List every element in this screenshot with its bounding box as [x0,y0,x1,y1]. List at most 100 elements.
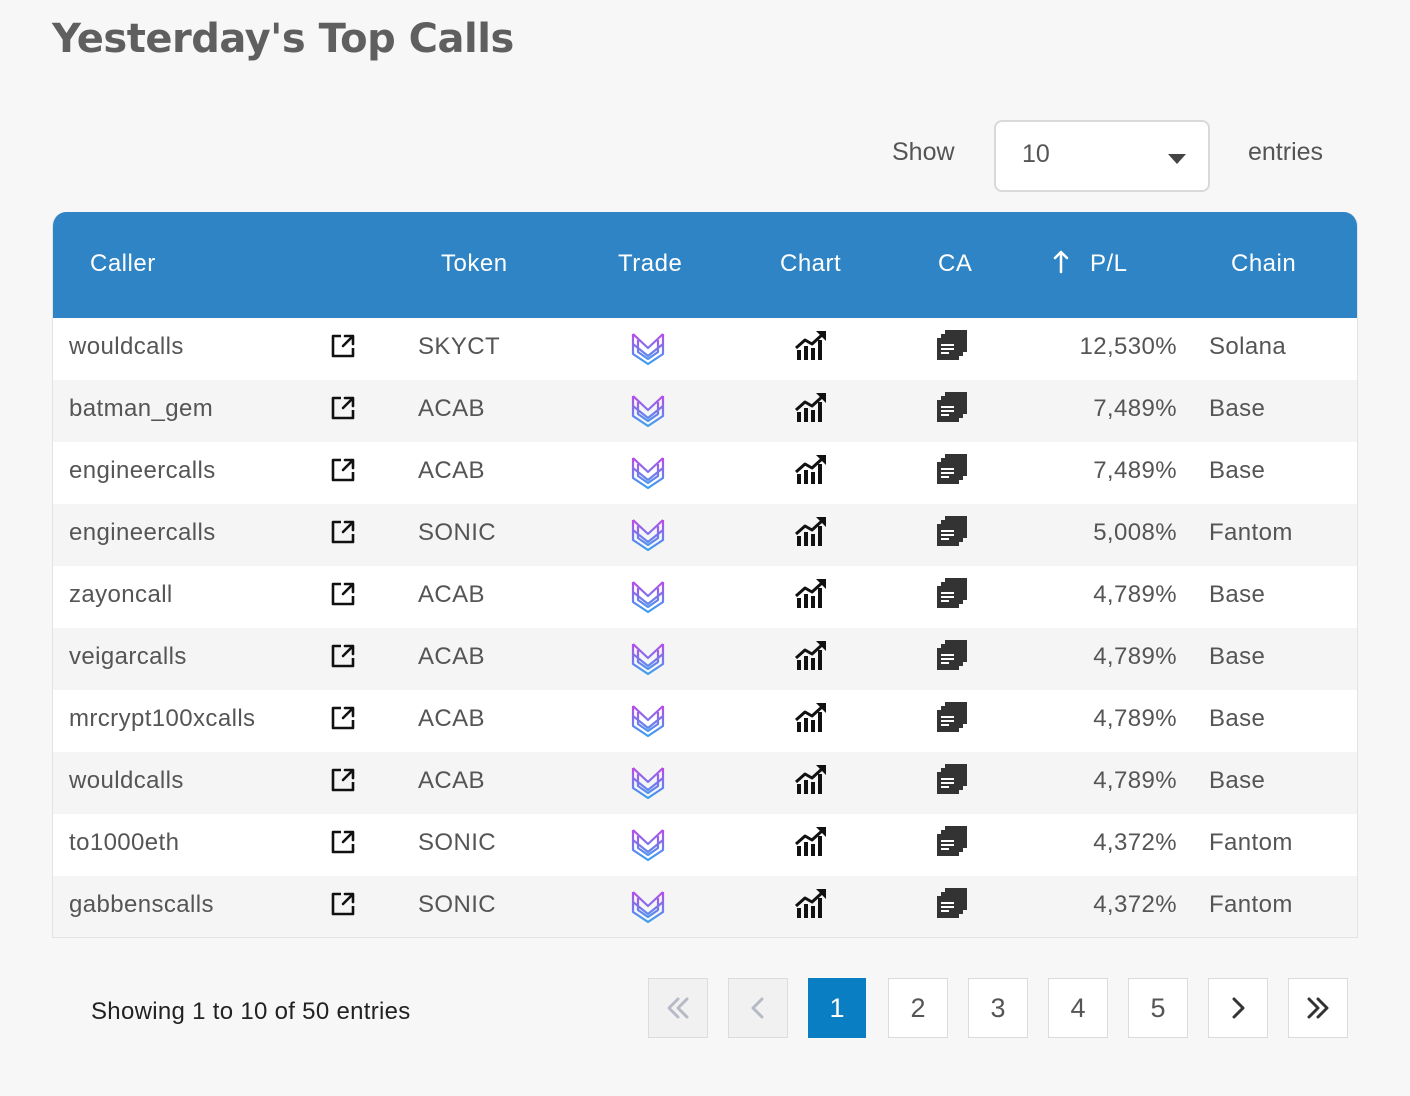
external-link-icon[interactable] [329,642,357,670]
profit-loss-value: 4,789% [1093,581,1177,608]
external-link-icon[interactable] [329,456,357,484]
page-button-5[interactable]: 5 [1128,978,1188,1038]
column-header-chart[interactable]: Chart [780,250,842,277]
page-button-3[interactable]: 3 [968,978,1028,1038]
copy-contract-address-icon[interactable] [935,824,969,858]
table-row: wouldcalls SKYCT 12,530% Solana [53,318,1357,380]
table-row: to1000eth SONIC 4,372% Fantom [53,814,1357,876]
column-header-trade[interactable]: Trade [618,250,683,277]
external-link-icon[interactable] [329,394,357,422]
trade-icon[interactable] [629,390,667,428]
chain-name: Base [1209,581,1266,608]
trade-icon[interactable] [629,328,667,366]
column-header-pl[interactable]: P/L [1090,250,1128,277]
profit-loss-value: 7,489% [1093,457,1177,484]
first-page-button[interactable] [648,978,708,1038]
double-chevron-right-icon [1307,997,1329,1019]
chart-icon[interactable] [794,328,828,362]
profit-loss-value: 7,489% [1093,395,1177,422]
copy-contract-address-icon[interactable] [935,328,969,362]
page-button-2[interactable]: 2 [888,978,948,1038]
column-header-token[interactable]: Token [441,250,508,277]
column-header-chain[interactable]: Chain [1231,250,1297,277]
table-row: wouldcalls ACAB 4,789% Base [53,752,1357,814]
chain-name: Base [1209,457,1266,484]
sort-ascending-arrow-icon[interactable] [1053,248,1069,276]
page-title: Yesterday's Top Calls [52,16,514,62]
chart-icon[interactable] [794,638,828,672]
caller-name: engineercalls [69,519,216,546]
external-link-icon[interactable] [329,828,357,856]
chart-icon[interactable] [794,824,828,858]
chart-icon[interactable] [794,700,828,734]
profit-loss-value: 5,008% [1093,519,1177,546]
table-row: zayoncall ACAB 4,789% Base [53,566,1357,628]
token-symbol: SONIC [418,519,497,546]
table-row: engineercalls ACAB 7,489% Base [53,442,1357,504]
token-symbol: ACAB [418,581,485,608]
token-symbol: ACAB [418,767,485,794]
table-body: wouldcalls SKYCT 12,530% Solana batman_gem AC… [53,318,1357,937]
trade-icon[interactable] [629,514,667,552]
chain-name: Solana [1209,333,1287,360]
profit-loss-value: 4,789% [1093,643,1177,670]
chain-name: Base [1209,705,1266,732]
copy-contract-address-icon[interactable] [935,514,969,548]
copy-contract-address-icon[interactable] [935,700,969,734]
caller-name: wouldcalls [69,333,184,360]
caller-name: engineercalls [69,457,216,484]
external-link-icon[interactable] [329,580,357,608]
token-symbol: ACAB [418,643,485,670]
chart-icon[interactable] [794,390,828,424]
chart-icon[interactable] [794,452,828,486]
chart-icon[interactable] [794,576,828,610]
chain-name: Fantom [1209,829,1293,856]
copy-contract-address-icon[interactable] [935,576,969,610]
column-header-caller[interactable]: Caller [90,250,156,277]
external-link-icon[interactable] [329,704,357,732]
copy-contract-address-icon[interactable] [935,390,969,424]
page-button-4[interactable]: 4 [1048,978,1108,1038]
caret-down-icon [1168,154,1186,164]
trade-icon[interactable] [629,824,667,862]
token-symbol: ACAB [418,457,485,484]
trade-icon[interactable] [629,638,667,676]
caller-name: veigarcalls [69,643,187,670]
external-link-icon[interactable] [329,332,357,360]
double-chevron-left-icon [667,997,689,1019]
caller-name: zayoncall [69,581,173,608]
previous-page-button[interactable] [728,978,788,1038]
profit-loss-value: 12,530% [1079,333,1177,360]
copy-contract-address-icon[interactable] [935,638,969,672]
page-button-1[interactable]: 1 [808,978,866,1038]
profit-loss-value: 4,372% [1093,891,1177,918]
entries-per-page-value: 10 [1022,140,1050,168]
trade-icon[interactable] [629,452,667,490]
next-page-button[interactable] [1208,978,1268,1038]
profit-loss-value: 4,789% [1093,705,1177,732]
table-row: veigarcalls ACAB 4,789% Base [53,628,1357,690]
copy-contract-address-icon[interactable] [935,762,969,796]
chain-name: Fantom [1209,519,1293,546]
table-row: gabbenscalls SONIC 4,372% Fantom [53,876,1357,937]
external-link-icon[interactable] [329,518,357,546]
external-link-icon[interactable] [329,766,357,794]
trade-icon[interactable] [629,886,667,924]
chart-icon[interactable] [794,886,828,920]
trade-icon[interactable] [629,576,667,614]
column-header-ca[interactable]: CA [938,250,973,277]
entries-per-page-select[interactable]: 10 [994,120,1210,192]
token-symbol: ACAB [418,705,485,732]
trade-icon[interactable] [629,700,667,738]
caller-name: batman_gem [69,395,214,422]
table-row: mrcrypt100xcalls ACAB 4,789% Base [53,690,1357,752]
last-page-button[interactable] [1288,978,1348,1038]
external-link-icon[interactable] [329,890,357,918]
table-header: Caller Token Trade Chart CA P/L Chain [53,212,1357,318]
chart-icon[interactable] [794,514,828,548]
table-info: Showing 1 to 10 of 50 entries [91,998,411,1025]
chart-icon[interactable] [794,762,828,796]
copy-contract-address-icon[interactable] [935,452,969,486]
copy-contract-address-icon[interactable] [935,886,969,920]
trade-icon[interactable] [629,762,667,800]
